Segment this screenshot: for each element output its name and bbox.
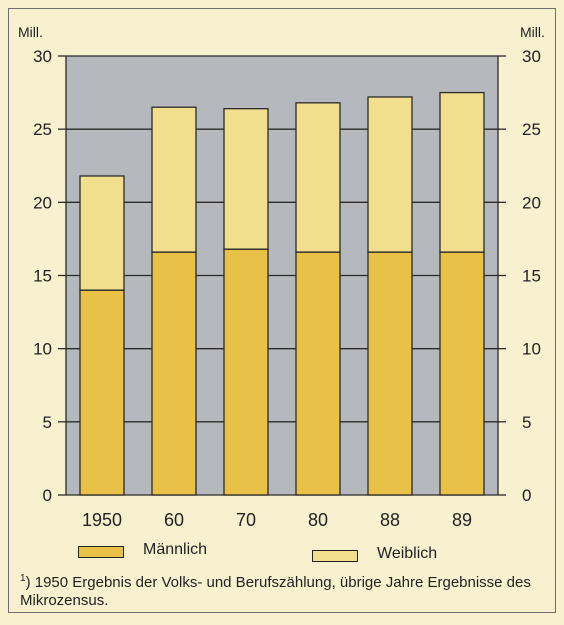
y-tick-label-left: 15 [33,267,52,286]
x-tick-label: 89 [452,510,472,530]
y-tick-label-left: 0 [43,486,52,505]
y-tick-label-left: 25 [33,120,52,139]
y-unit-right: Mill. [520,24,545,40]
legend-label-maennlich: Männlich [143,541,208,558]
legend-swatch-weiblich [312,550,358,562]
bar-maennlich [79,289,125,496]
x-tick-label: 70 [236,510,256,530]
bar-maennlich [295,251,341,496]
bar-weiblich [439,91,485,253]
x-tick-label: 60 [164,510,184,530]
legend-label-weiblich: Weiblich [377,545,438,562]
y-tick-label-left: 10 [33,340,52,359]
y-tick-label-right: 25 [522,120,541,139]
footnote-marker: 1 [20,573,26,584]
bar-weiblich [223,108,269,250]
bar-maennlich [367,251,413,496]
chart-frame [8,8,556,613]
y-tick-label-right: 10 [522,340,541,359]
bar-weiblich [79,175,125,291]
y-tick-label-left: 20 [33,193,52,212]
x-tick-label: 88 [380,510,400,530]
y-tick-label-left: 5 [43,413,52,432]
y-tick-label-right: 20 [522,193,541,212]
bar-weiblich [367,96,413,253]
y-tick-label-right: 5 [522,413,531,432]
y-unit-left: Mill. [18,24,43,40]
bar-maennlich [151,251,197,496]
bar-maennlich [223,248,269,496]
y-tick-label-right: 30 [522,47,541,66]
y-tick-label-right: 0 [522,486,531,505]
legend-swatch-maennlich [78,546,124,558]
bar-maennlich [439,251,485,496]
y-tick-label-left: 30 [33,47,52,66]
footnote: 1) 1950 Ergebnis der Volks- und Berufszä… [20,570,540,610]
x-tick-label: 1950 [82,510,122,530]
x-tick-label: 80 [308,510,328,530]
footnote-text: ) 1950 Ergebnis der Volks- und Berufszäh… [20,574,531,609]
bar-weiblich [151,106,197,253]
y-tick-label-right: 15 [522,267,541,286]
bar-weiblich [295,102,341,253]
